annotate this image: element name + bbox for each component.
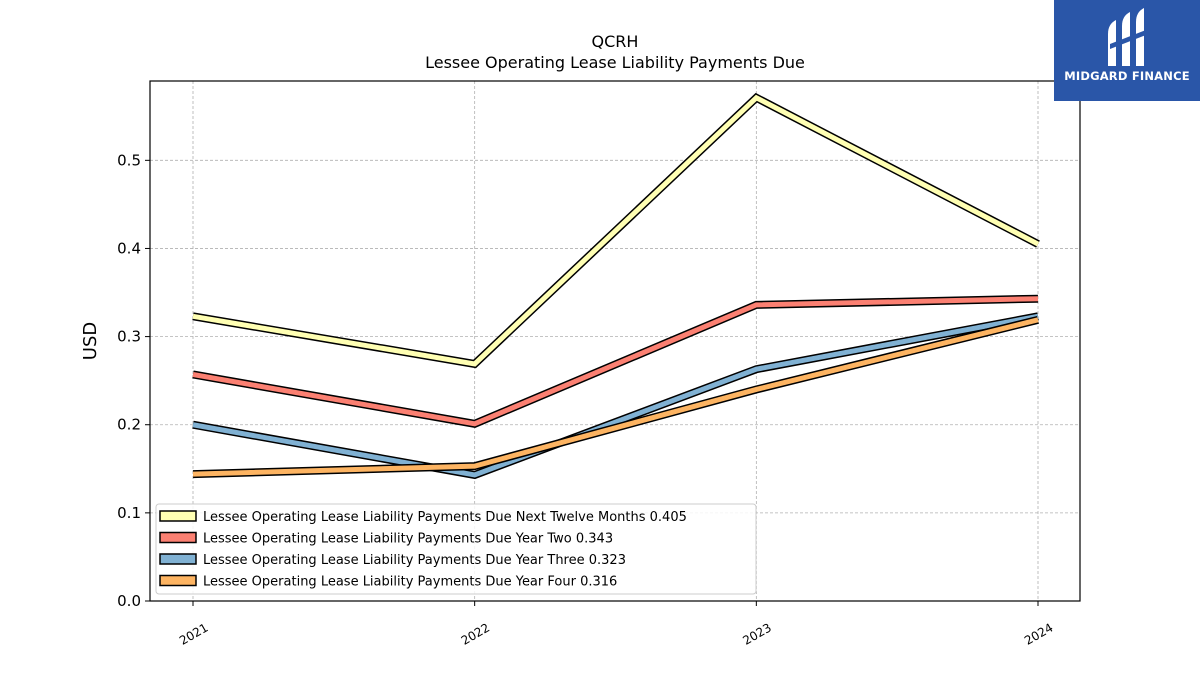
series-line bbox=[192, 92, 1040, 369]
x-axis: 2021 2022 2023 2024 bbox=[177, 601, 1056, 648]
x-tick-label: 2022 bbox=[459, 620, 492, 647]
brand-name: MIDGARD FINANCE bbox=[1064, 69, 1190, 83]
series-line bbox=[192, 312, 1039, 480]
legend-swatch bbox=[159, 553, 197, 565]
x-tick-label: 2024 bbox=[1022, 620, 1055, 647]
y-axis: 0.0 0.1 0.2 0.3 0.4 0.5 bbox=[117, 151, 150, 610]
series-line-core bbox=[192, 313, 1039, 478]
y-tick-label: 0.0 bbox=[117, 592, 141, 610]
legend-entry: Lessee Operating Lease Liability Payment… bbox=[203, 510, 687, 525]
series-line bbox=[192, 294, 1039, 428]
y-tick-label: 0.2 bbox=[117, 416, 141, 434]
chart-title: QCRH bbox=[592, 32, 639, 51]
legend-swatch bbox=[159, 510, 197, 522]
y-tick-label: 0.4 bbox=[117, 239, 141, 257]
legend-swatch bbox=[159, 531, 197, 544]
chart-subtitle: Lessee Operating Lease Liability Payment… bbox=[425, 53, 805, 72]
legend-swatch bbox=[159, 574, 197, 587]
series-line bbox=[192, 315, 1039, 479]
series-lines bbox=[192, 92, 1040, 480]
legend-entry: Lessee Operating Lease Liability Payment… bbox=[203, 553, 626, 568]
legend-entry: Lessee Operating Lease Liability Payment… bbox=[203, 532, 613, 547]
series-line-core bbox=[192, 317, 1039, 477]
brand-logo: MIDGARD FINANCE bbox=[1054, 0, 1200, 101]
y-tick-label: 0.1 bbox=[117, 504, 141, 522]
series-line-core bbox=[192, 94, 1040, 367]
x-tick-label: 2021 bbox=[177, 620, 210, 647]
series-line-outline bbox=[192, 294, 1039, 428]
plot-frame bbox=[149, 80, 1081, 602]
series-line-core bbox=[192, 296, 1039, 427]
y-tick-label: 0.3 bbox=[117, 328, 141, 346]
legend-entry: Lessee Operating Lease Liability Payment… bbox=[203, 575, 617, 590]
logo-mark-icon bbox=[1108, 8, 1146, 66]
legend: Lessee Operating Lease Liability Payment… bbox=[155, 503, 757, 595]
y-tick-label: 0.5 bbox=[117, 151, 141, 169]
y-axis-label: USD bbox=[80, 322, 101, 360]
x-tick-label: 2023 bbox=[740, 620, 773, 647]
legend-box bbox=[155, 503, 757, 595]
